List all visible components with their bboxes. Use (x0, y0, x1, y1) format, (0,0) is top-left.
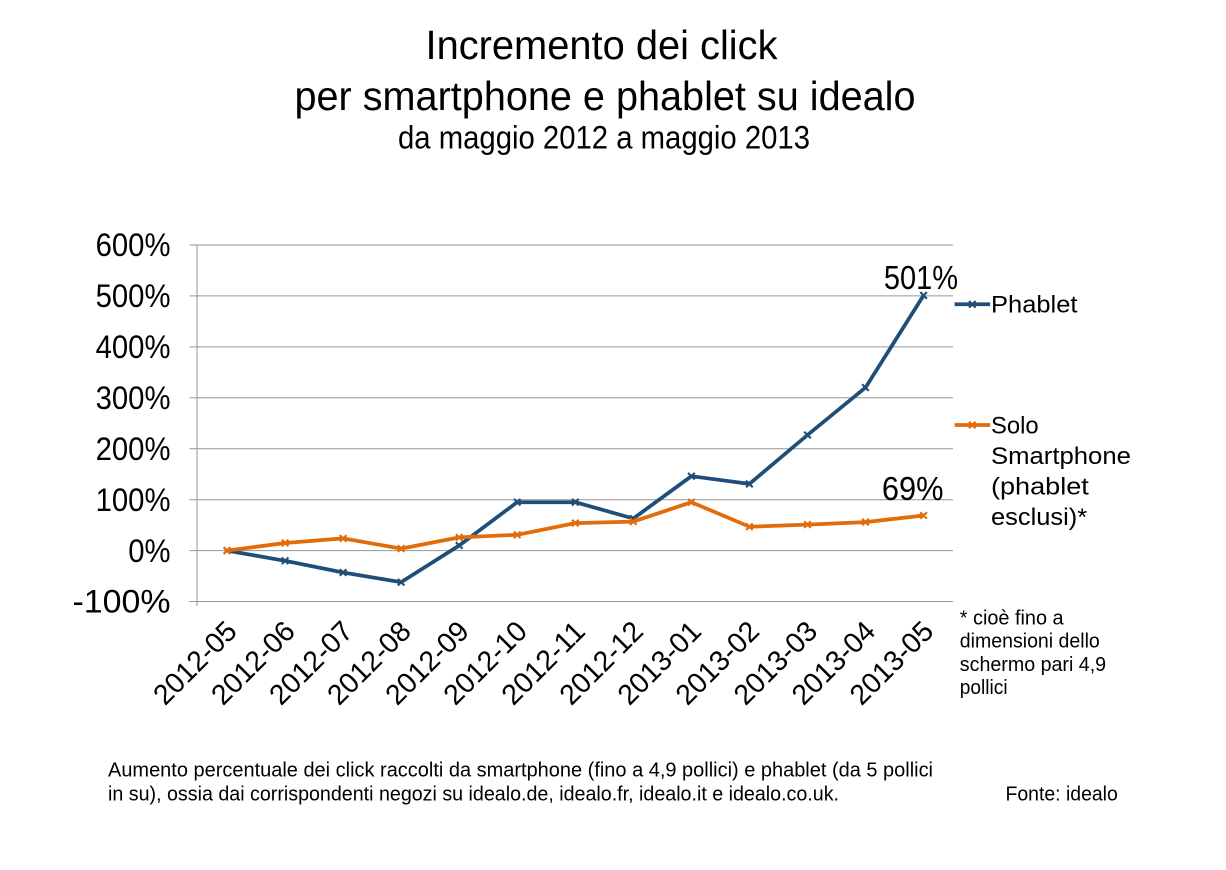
svg-text:per smartphone e phablet su id: per smartphone e phablet su idealo (295, 73, 916, 119)
svg-text:300%: 300% (96, 380, 171, 416)
svg-text:69%: 69% (882, 470, 944, 507)
svg-text:Aumento percentuale dei click: Aumento percentuale dei click raccolti d… (108, 759, 933, 781)
svg-text:Incremento dei click: Incremento dei click (426, 22, 779, 68)
svg-text:100%: 100% (96, 482, 171, 518)
svg-text:501%: 501% (884, 259, 958, 296)
svg-text:pollici: pollici (960, 677, 1008, 699)
svg-text:da maggio 2012 a maggio 2013: da maggio 2012 a maggio 2013 (398, 120, 810, 156)
svg-text:Fonte: idealo: Fonte: idealo (1006, 783, 1118, 805)
svg-text:0%: 0% (128, 533, 170, 569)
svg-text:esclusi)*: esclusi)* (991, 504, 1087, 531)
svg-text:in su), ossia dai corrisponden: in su), ossia dai corrispondenti negozi … (108, 783, 839, 805)
svg-text:dimensioni dello: dimensioni dello (960, 631, 1100, 653)
svg-text:schermo pari 4,9: schermo pari 4,9 (960, 654, 1106, 676)
svg-text:(phablet: (phablet (991, 474, 1089, 501)
svg-text:-100%: -100% (73, 584, 171, 620)
svg-text:400%: 400% (96, 329, 171, 365)
svg-text:Smartphone: Smartphone (991, 443, 1131, 470)
svg-text:200%: 200% (96, 431, 171, 467)
svg-text:Phablet: Phablet (991, 291, 1078, 318)
svg-text:500%: 500% (96, 278, 171, 314)
svg-text:600%: 600% (96, 227, 171, 263)
svg-text:Solo: Solo (991, 413, 1039, 440)
svg-text:* cioè fino a: * cioè fino a (960, 607, 1065, 629)
